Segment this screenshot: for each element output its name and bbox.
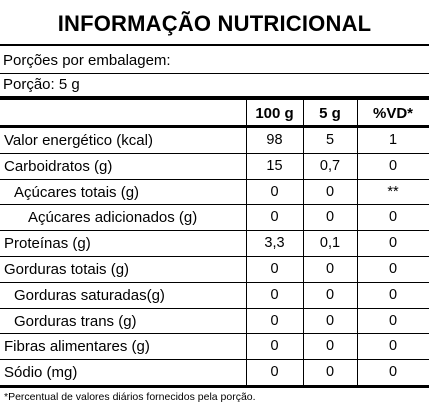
header-divider [0, 125, 429, 128]
column-header: 100 g [255, 105, 294, 122]
column-header: 5 g [319, 105, 341, 122]
row-value: ** [387, 183, 399, 200]
row-value: 0 [325, 286, 335, 303]
footnote: *Percentual de valores diários fornecido… [4, 391, 256, 403]
row-divider [0, 256, 429, 257]
servings-per-package: Porções por embalagem: [3, 52, 171, 69]
row-divider [0, 281, 429, 283]
column-divider [246, 100, 247, 386]
row-label: Valor energético (kcal) [4, 132, 153, 149]
row-value: 0 [388, 312, 398, 329]
thick-divider [0, 385, 429, 388]
row-divider [0, 204, 429, 206]
row-value: 1 [388, 132, 398, 148]
row-value: 0 [388, 286, 398, 303]
divider [0, 44, 429, 46]
divider [0, 73, 429, 74]
row-value: 0 [325, 312, 335, 329]
row-value: 0,1 [319, 235, 341, 252]
row-value: 0 [270, 183, 279, 200]
column-header: %VD* [372, 105, 413, 122]
row-value: 0 [325, 183, 335, 200]
row-value: 0 [388, 235, 398, 252]
row-label: Açúcares totais (g) [14, 183, 140, 201]
row-value: 98 [266, 132, 283, 148]
row-value: 0 [270, 338, 279, 355]
row-label: Carboidratos (g) [4, 157, 113, 175]
row-divider [0, 152, 429, 154]
row-value: 0 [325, 364, 335, 381]
row-value: 0 [325, 261, 335, 277]
row-value: 0 [388, 209, 398, 226]
row-value: 5 [325, 132, 335, 148]
row-value: 3,3 [264, 235, 285, 252]
thick-divider [0, 96, 429, 100]
row-value: 15 [266, 157, 283, 174]
row-value: 0 [325, 338, 335, 355]
row-label: Proteínas (g) [4, 235, 91, 253]
panel-title: INFORMAÇÃO NUTRICIONAL [57, 11, 372, 36]
row-label: Açúcares adicionados (g) [28, 209, 198, 227]
row-divider [0, 230, 429, 232]
row-value: 0 [325, 209, 335, 226]
column-divider [357, 100, 358, 386]
row-value: 0 [270, 209, 279, 226]
row-value: 0 [388, 338, 398, 355]
row-label: Fibras alimentares (g) [4, 338, 150, 356]
row-label: Gorduras trans (g) [14, 312, 137, 330]
row-value: 0 [388, 364, 398, 381]
row-label: Sódio (mg) [4, 364, 78, 382]
row-value: 0 [270, 364, 279, 381]
row-value: 0 [270, 261, 279, 277]
row-divider [0, 333, 429, 335]
row-divider [0, 307, 429, 309]
row-value: 0 [270, 286, 279, 303]
column-divider [303, 100, 304, 386]
serving-size: Porção: 5 g [3, 76, 80, 93]
row-divider [0, 359, 429, 361]
row-label: Gorduras saturadas(g) [14, 286, 165, 304]
row-value: 0 [270, 312, 279, 329]
row-value: 0 [388, 261, 398, 277]
row-value: 0 [388, 157, 398, 174]
row-value: 0,7 [319, 157, 341, 174]
row-divider [0, 178, 429, 180]
row-label: Gorduras totais (g) [4, 261, 130, 278]
